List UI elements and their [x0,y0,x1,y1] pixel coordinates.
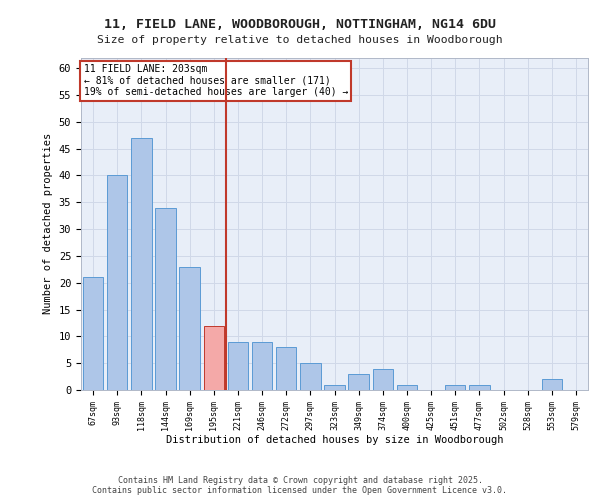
Bar [300,363,320,390]
Bar [349,374,369,390]
Bar [469,384,490,390]
Bar [397,384,417,390]
Text: Size of property relative to detached houses in Woodborough: Size of property relative to detached ho… [97,35,503,45]
Text: 11 FIELD LANE: 203sqm
← 81% of detached houses are smaller (171)
19% of semi-det: 11 FIELD LANE: 203sqm ← 81% of detached … [83,64,348,98]
Text: Contains HM Land Registry data © Crown copyright and database right 2025.: Contains HM Land Registry data © Crown c… [118,476,482,485]
Bar [107,176,127,390]
Bar [179,266,200,390]
Bar [227,342,248,390]
Bar [276,347,296,390]
Bar [203,326,224,390]
Bar [155,208,176,390]
Bar [131,138,152,390]
X-axis label: Distribution of detached houses by size in Woodborough: Distribution of detached houses by size … [166,436,503,446]
Y-axis label: Number of detached properties: Number of detached properties [43,133,53,314]
Bar [445,384,466,390]
Text: 11, FIELD LANE, WOODBOROUGH, NOTTINGHAM, NG14 6DU: 11, FIELD LANE, WOODBOROUGH, NOTTINGHAM,… [104,18,496,30]
Bar [542,380,562,390]
Bar [83,278,103,390]
Bar [252,342,272,390]
Text: Contains public sector information licensed under the Open Government Licence v3: Contains public sector information licen… [92,486,508,495]
Bar [373,368,393,390]
Bar [324,384,345,390]
